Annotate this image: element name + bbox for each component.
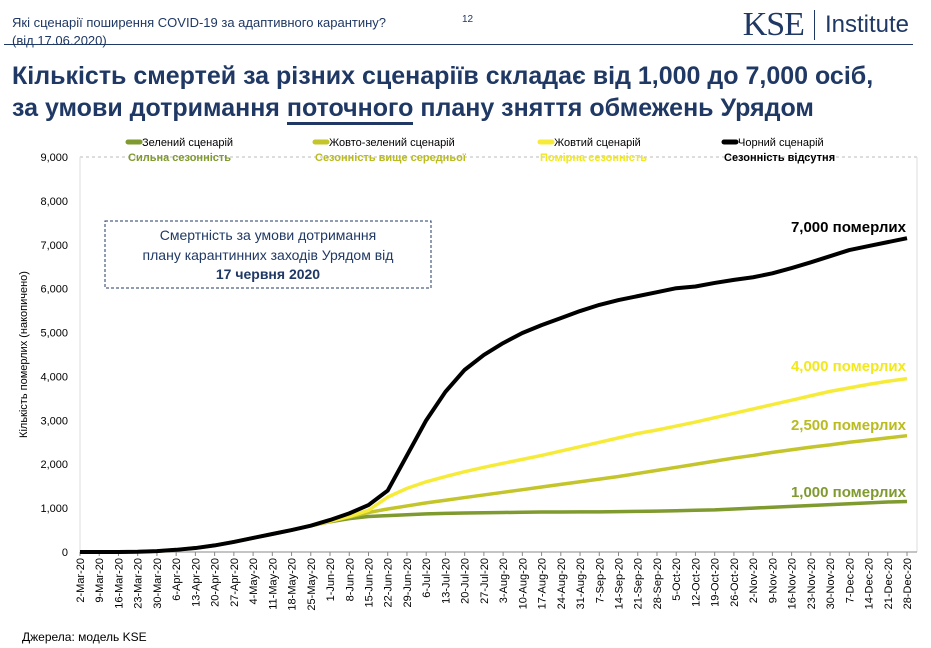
header-rule (4, 44, 913, 45)
title-line1: Кількість смертей за різних сценаріїв ск… (12, 62, 874, 90)
y-tick-label: 7,000 (40, 240, 68, 252)
x-tick-label: 26-Oct-20 (729, 558, 741, 607)
title-post: плану зняття обмежень Урядом (413, 94, 814, 122)
title-pre: за умови дотримання (12, 94, 287, 122)
x-tick-label: 2-Nov-20 (748, 558, 760, 603)
x-tick-label: 17-Aug-20 (537, 558, 549, 609)
x-tick-label: 25-May-20 (306, 558, 318, 611)
annotation-box (104, 220, 432, 289)
kse-logo: KSE Institute (743, 6, 909, 44)
x-tick-label: 28-Sep-20 (652, 558, 664, 609)
y-tick-label: 3,000 (40, 415, 68, 427)
x-tick-label: 16-Nov-20 (787, 558, 799, 609)
y-tick-label: 1,000 (40, 503, 68, 515)
x-tick-label: 7-Sep-20 (594, 558, 606, 603)
end-label: 1,000 померлих (791, 484, 907, 501)
y-tick-label: 0 (62, 547, 68, 559)
x-tick-label: 4-May-20 (248, 558, 260, 604)
end-label: 2,500 померлих (791, 417, 907, 434)
x-tick-label: 29-Jun-20 (402, 558, 414, 608)
x-tick-label: 16-Mar-20 (113, 558, 125, 609)
x-tick-label: 24-Aug-20 (556, 558, 568, 609)
x-tick-label: 2-Mar-20 (75, 558, 87, 603)
x-tick-label: 6-Apr-20 (171, 558, 183, 601)
series-line-2 (80, 433, 908, 554)
x-tick-label: 22-Jun-20 (383, 558, 395, 608)
y-axis-label: Кількість померлих (накопичено) (18, 271, 30, 438)
x-tick-label: 18-May-20 (287, 558, 299, 611)
y-tick-label: 8,000 (40, 196, 68, 208)
x-tick-label: 23-Mar-20 (133, 558, 145, 609)
x-tick-label: 10-Aug-20 (517, 558, 529, 609)
annotation-line-1: Смертність за умови дотримання (160, 227, 376, 243)
x-tick-label: 9-Mar-20 (94, 558, 106, 603)
header-question: Які сценарії поширення COVID-19 за адапт… (12, 15, 387, 30)
y-tick-label: 2,000 (40, 459, 68, 471)
title-line2: за умови дотримання поточного плану знят… (12, 92, 873, 125)
x-tick-label: 8-Jun-20 (344, 558, 356, 601)
end-label: 4,000 померлих (791, 358, 907, 375)
source-note: Джерела: модель KSE (22, 630, 147, 644)
x-tick-label: 6-Jul-20 (421, 558, 433, 598)
page-number: 12 (462, 14, 474, 25)
series-line-3 (80, 376, 908, 554)
x-tick-label: 9-Nov-20 (767, 558, 779, 603)
series-line-1 (80, 499, 908, 554)
legend-subtitle: Сезонність відсутня (724, 152, 835, 164)
x-tick-label: 21-Sep-20 (633, 558, 645, 609)
x-tick-label: 20-Jul-20 (460, 558, 472, 604)
annotation-line-2: плану карантинних заходів Урядом від (143, 247, 394, 263)
legend-label: Зелений сценарій (142, 137, 233, 149)
page-title: Кількість смертей за різних сценаріїв ск… (12, 60, 874, 125)
x-tick-label: 13-Jul-20 (440, 558, 452, 604)
x-tick-label: 27-Jul-20 (479, 558, 491, 604)
x-tick-label: 23-Nov-20 (806, 558, 818, 609)
logo-institute: Institute (824, 11, 909, 38)
legend-subtitle: Помірна сезонність (540, 152, 647, 164)
x-tick-label: 3-Aug-20 (498, 558, 510, 603)
legend-subtitle: Сезонність вище середньої (315, 152, 467, 164)
title-underlined: поточного (286, 94, 414, 125)
x-tick-label: 31-Aug-20 (575, 558, 587, 609)
x-tick-label: 15-Jun-20 (363, 558, 375, 608)
x-tick-label: 12-Oct-20 (690, 558, 702, 607)
x-tick-label: 14-Dec-20 (864, 558, 876, 609)
logo-divider (813, 10, 815, 40)
x-tick-label: 19-Oct-20 (710, 558, 722, 607)
y-tick-label: 9,000 (40, 152, 68, 164)
x-tick-label: 7-Dec-20 (844, 558, 856, 603)
x-tick-label: 11-May-20 (267, 558, 279, 610)
x-tick-label: 1-Jun-20 (325, 558, 337, 601)
x-tick-label: 30-Nov-20 (825, 558, 837, 609)
x-tick-label: 27-Apr-20 (229, 558, 241, 607)
x-tick-label: 14-Sep-20 (614, 558, 626, 609)
x-tick-label: 21-Dec-20 (883, 558, 895, 609)
annotation-line-3: 17 червня 2020 (216, 266, 320, 282)
logo-kse: KSE (742, 6, 805, 43)
y-tick-label: 5,000 (40, 328, 68, 340)
series-line-4 (80, 236, 908, 554)
end-label: 7,000 померлих (791, 219, 907, 236)
legend-subtitle: Сильна сезонність (128, 152, 231, 164)
x-tick-label: 13-Apr-20 (190, 558, 202, 607)
x-tick-label: 20-Apr-20 (210, 558, 222, 607)
legend-label: Чорний сценарій (738, 137, 824, 149)
x-tick-label: 5-Oct-20 (671, 558, 683, 601)
x-tick-label: 28-Dec-20 (902, 558, 914, 609)
legend-label: Жовтий сценарій (554, 137, 641, 149)
x-tick-label: 30-Mar-20 (152, 558, 164, 609)
y-tick-label: 4,000 (40, 371, 68, 383)
y-tick-label: 6,000 (40, 284, 68, 296)
legend-label: Жовто-зелений сценарій (329, 137, 455, 149)
